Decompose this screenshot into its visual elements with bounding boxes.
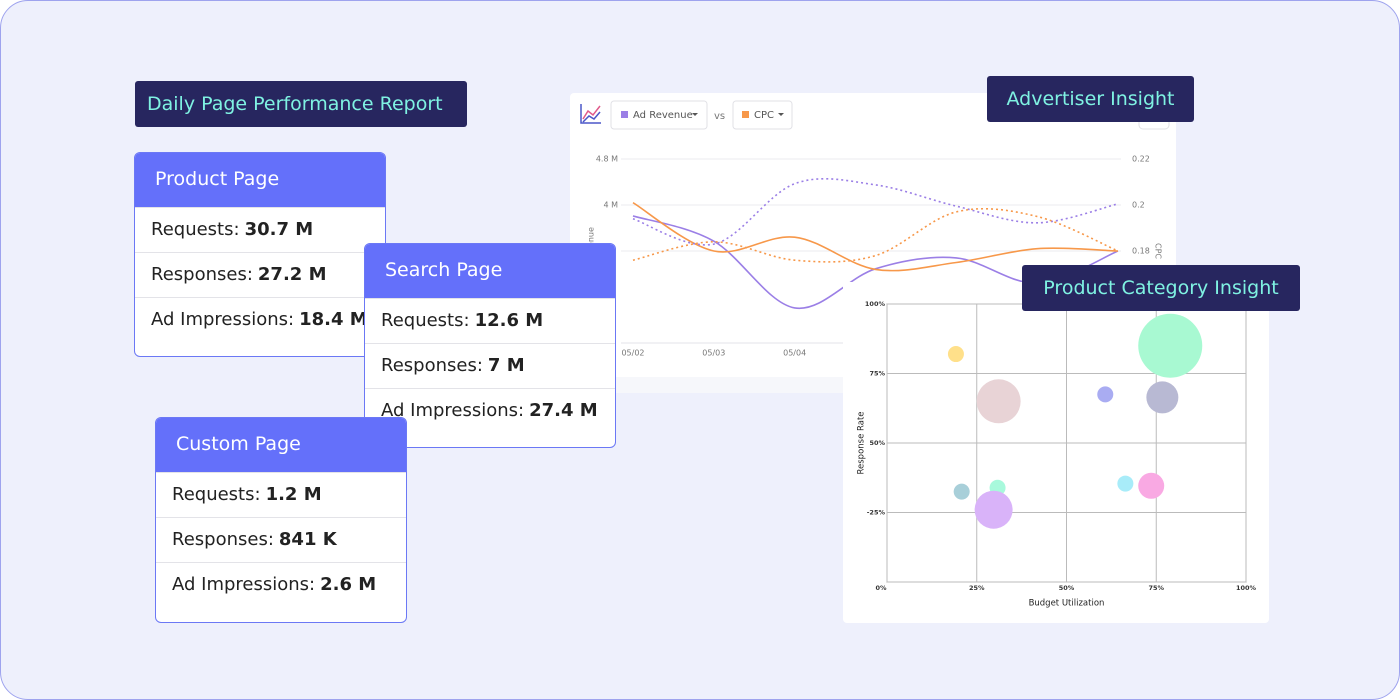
- metric-label: Responses:: [381, 355, 483, 376]
- y2-tick-label: 0.22: [1132, 155, 1150, 164]
- caret: [692, 113, 698, 116]
- metric-label: Requests:: [151, 219, 240, 240]
- legend-swatch: [621, 111, 628, 118]
- x-tick-label: 75%: [1148, 584, 1164, 592]
- bubble-chart: 0% 25% 50% 75% 100% 100% 75% 50% -25% Budget Util…: [857, 300, 1257, 609]
- legend-label: Ad Revenue: [633, 110, 693, 121]
- bubble: [947, 346, 964, 363]
- category-label: Product Category Insight: [1022, 265, 1300, 311]
- legend-label: CPC: [754, 110, 774, 121]
- metric-value: 1.2 M: [265, 484, 322, 505]
- metric-value: 841 K: [278, 529, 337, 550]
- y-axis-label: Response Rate: [857, 411, 867, 474]
- y-tick-label: -25%: [867, 509, 886, 517]
- metric-label: Ad Impressions:: [172, 574, 316, 595]
- x-tick-label: 05/03: [702, 349, 725, 358]
- metric-value: 30.7 M: [244, 219, 314, 240]
- card-title: Custom Page: [156, 418, 406, 472]
- legend-swatch: [742, 111, 749, 118]
- chart-icon: [580, 104, 601, 124]
- y2-tick-label: 0.2: [1132, 201, 1145, 210]
- metric-label: Requests:: [172, 484, 261, 505]
- metric-label: Ad Impressions:: [381, 400, 525, 421]
- metric-value: 27.4 M: [529, 400, 598, 421]
- metric-label: Responses:: [172, 529, 274, 550]
- y2-axis-label: CPC: [1154, 243, 1163, 259]
- metric-value: 27.2 M: [257, 264, 327, 285]
- x-axis-label: Budget Utilization: [1029, 599, 1105, 609]
- advertiser-label: Advertiser Insight: [987, 76, 1194, 122]
- x-tick-label: 100%: [1236, 584, 1257, 592]
- metric-row: Requests: 1.2 M: [156, 472, 406, 517]
- bubble-card: [843, 282, 1269, 623]
- comparison-line: [632, 207, 1119, 263]
- card-title: Search Page: [365, 244, 615, 298]
- metric-value: 18.4 M: [299, 309, 368, 330]
- metric-label: Ad Impressions:: [151, 309, 295, 330]
- report-title: Daily Page Performance Report: [135, 81, 467, 127]
- metric-row: Requests: 12.6 M: [365, 298, 615, 343]
- series-line: [632, 202, 1119, 272]
- y-tick-label: 4 M: [603, 201, 618, 210]
- metric-row: Responses: 841 K: [156, 517, 406, 562]
- x-tick-label: 25%: [969, 584, 985, 592]
- bubble: [974, 490, 1013, 529]
- x-tick-label: 05/02: [621, 349, 644, 358]
- metric-row: Ad Impressions: 18.4 M: [135, 297, 385, 342]
- series-dropdown[interactable]: [610, 100, 708, 130]
- metric-label: Requests:: [381, 310, 470, 331]
- metric-row: Requests: 30.7 M: [135, 207, 385, 252]
- y-tick-label: 100%: [865, 300, 886, 308]
- metric-label: Responses:: [151, 264, 253, 285]
- bubble: [1146, 381, 1179, 414]
- y2-tick-label: 0.18: [1132, 247, 1150, 256]
- card-title: Product Page: [135, 153, 385, 207]
- compare-label: vs: [714, 111, 725, 122]
- metric-value: 2.6 M: [320, 574, 377, 595]
- caret: [778, 113, 784, 116]
- y-tick-label: 50%: [869, 439, 885, 447]
- metric-row: Ad Impressions: 27.4 M: [365, 388, 615, 433]
- metric-row: Responses: 7 M: [365, 343, 615, 388]
- bubble: [1117, 475, 1134, 492]
- bubble: [1097, 386, 1114, 403]
- x-tick-label: 05/04: [783, 349, 806, 358]
- page-card: Custom Page Requests: 1.2 M Responses: 841 K…: [155, 417, 407, 623]
- bubble: [1138, 472, 1165, 499]
- x-tick-label: 0%: [875, 584, 887, 592]
- metric-row: Responses: 27.2 M: [135, 252, 385, 297]
- comparison-line: [632, 177, 1119, 246]
- metric-value: 7 M: [487, 355, 525, 376]
- metric-row: Ad Impressions: 2.6 M: [156, 562, 406, 607]
- y-tick-label: 75%: [869, 370, 885, 378]
- metric-value: 12.6 M: [474, 310, 544, 331]
- series-dropdown[interactable]: [732, 100, 793, 130]
- bubble: [953, 483, 970, 500]
- bubble: [1138, 313, 1203, 378]
- page-card: Product Page Requests: 30.7 M Responses: 27.…: [134, 152, 386, 357]
- y-tick-label: 4.8 M: [596, 155, 618, 164]
- x-tick-label: 50%: [1059, 584, 1075, 592]
- bubble: [976, 379, 1021, 424]
